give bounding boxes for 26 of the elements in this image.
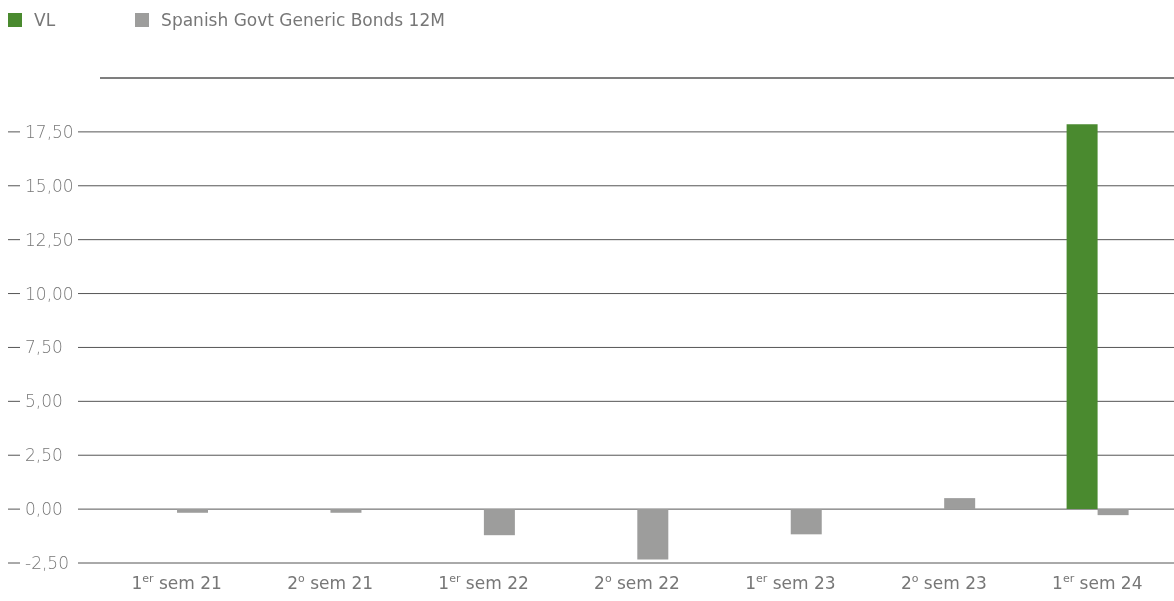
x-tick-label: 2$^{o}$ sem 23: [900, 572, 987, 593]
x-tick-label: 1$^{er}$ sem 24: [1052, 572, 1143, 593]
bar: [483, 509, 515, 536]
y-tick-label: -2,50: [25, 553, 69, 573]
x-tick-label: 1$^{er}$ sem 23: [745, 572, 836, 593]
x-tick-label: 1$^{er}$ sem 21: [131, 572, 222, 593]
legend-label: VL: [34, 10, 56, 30]
y-tick-label: 12,50: [25, 229, 74, 250]
y-tick-label: 5,00: [25, 391, 63, 412]
bar: [637, 509, 669, 560]
y-tick-label: 17,50: [25, 121, 74, 142]
x-tick-label: 2$^{o}$ sem 22: [594, 572, 680, 593]
bar: [944, 498, 976, 510]
legend-label: Spanish Govt Generic Bonds 12M: [161, 10, 445, 30]
y-tick-label: 7,50: [25, 337, 63, 358]
bar: [790, 509, 822, 535]
y-tick-label: 15,00: [25, 175, 74, 196]
y-tick-label: 0,00: [25, 499, 63, 520]
y-tick-label: 10,00: [25, 283, 74, 304]
bar: [177, 509, 209, 513]
bar: [1097, 509, 1129, 516]
bar: [1066, 124, 1098, 510]
bar: [330, 509, 362, 513]
y-tick-label: 2,50: [25, 445, 63, 466]
x-tick-label: 1$^{er}$ sem 22: [438, 572, 529, 593]
x-tick-label: 2$^{o}$ sem 21: [287, 572, 374, 593]
